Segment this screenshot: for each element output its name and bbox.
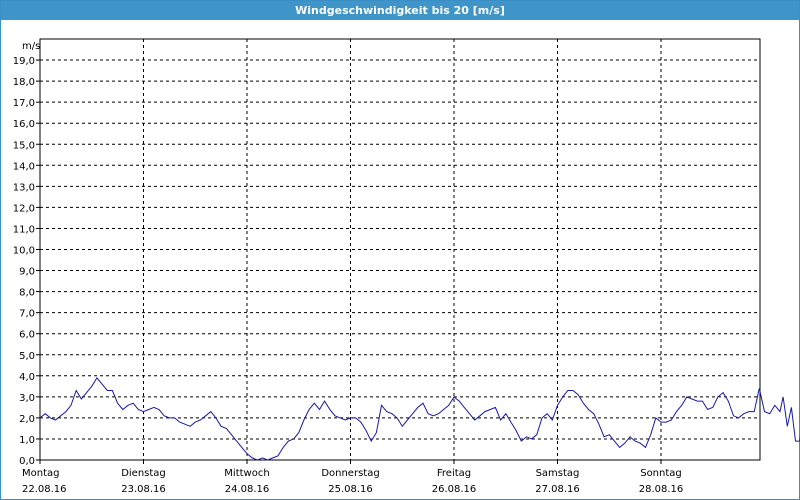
chart-title: Windgeschwindigkeit bis 20 [m/s] xyxy=(1,1,799,20)
y-tick-label: 9,0 xyxy=(19,267,35,278)
y-tick-label: 16,0 xyxy=(13,119,35,130)
y-tick-label: 19,0 xyxy=(13,56,35,67)
y-tick-label: 6,0 xyxy=(19,330,35,341)
x-tick-day-label: Montag xyxy=(22,468,59,479)
x-tick-day-label: Freitag xyxy=(437,468,471,479)
x-tick-day-label: Sonntag xyxy=(640,468,682,479)
x-tick-date-label: 26.08.16 xyxy=(432,484,477,495)
y-axis-ticks: 0,0 1,0 2,0 3,0 4,0 5,0 6,0 7,0 8,0 9,0 10,0 11,0 12… xyxy=(13,56,40,467)
wind-speed-line xyxy=(39,377,800,461)
grid-lines xyxy=(40,39,760,460)
y-tick-label: 0,0 xyxy=(19,456,35,467)
y-tick-label: 17,0 xyxy=(13,98,35,109)
y-tick-label: 1,0 xyxy=(19,435,35,446)
y-tick-label: 8,0 xyxy=(19,288,35,299)
x-tick-date-label: 23.08.16 xyxy=(121,484,166,495)
x-axis-ticks: Montag 22.08.16 Dienstag 23.08.16 Mittwoch 24… xyxy=(22,460,683,495)
x-tick-day-label: Dienstag xyxy=(121,468,166,479)
y-tick-label: 2,0 xyxy=(19,414,35,425)
x-tick-date-label: 28.08.16 xyxy=(639,484,684,495)
x-tick-date-label: 22.08.16 xyxy=(22,484,67,495)
y-tick-label: 12,0 xyxy=(13,203,35,214)
x-tick-date-label: 27.08.16 xyxy=(535,484,580,495)
y-tick-label: 7,0 xyxy=(19,309,35,320)
x-tick-day-label: Donnerstag xyxy=(321,468,379,479)
y-tick-label: 11,0 xyxy=(13,224,35,235)
x-tick-day-label: Mittwoch xyxy=(224,468,269,479)
y-tick-label: 3,0 xyxy=(19,393,35,404)
y-tick-label: 15,0 xyxy=(13,140,35,151)
x-tick-date-label: 25.08.16 xyxy=(328,484,373,495)
y-tick-label: 13,0 xyxy=(13,182,35,193)
y-axis-unit-label: m/s xyxy=(22,41,40,52)
y-tick-label: 5,0 xyxy=(19,351,35,362)
x-tick-date-label: 24.08.16 xyxy=(225,484,270,495)
y-tick-label: 18,0 xyxy=(13,77,35,88)
series-group xyxy=(39,377,800,461)
y-tick-label: 10,0 xyxy=(13,246,35,257)
y-tick-label: 4,0 xyxy=(19,372,35,383)
x-tick-day-label: Samstag xyxy=(536,468,580,479)
y-tick-label: 14,0 xyxy=(13,161,35,172)
